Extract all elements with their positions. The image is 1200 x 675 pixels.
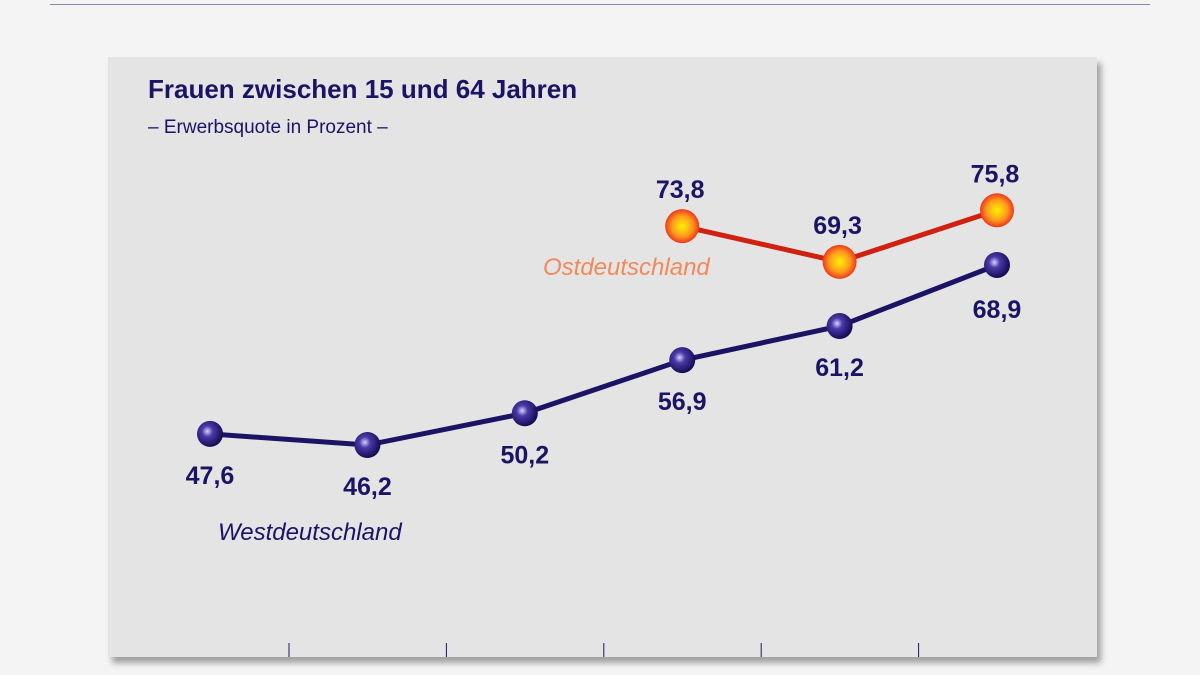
chart-subtitle: – Erwerbsquote in Prozent – xyxy=(148,117,388,138)
data-point xyxy=(669,347,696,374)
data-label: 75,8 xyxy=(971,160,1020,188)
data-label: 56,9 xyxy=(658,388,707,416)
data-point xyxy=(665,209,700,244)
data-label: 50,2 xyxy=(500,441,549,469)
series-name-ostdeutschland: Ostdeutschland xyxy=(543,254,710,281)
data-point xyxy=(980,193,1014,228)
series-line-westdeutschland xyxy=(209,262,998,448)
data-point xyxy=(511,400,538,427)
data-label: 61,2 xyxy=(815,354,864,382)
data-label: 68,9 xyxy=(973,296,1022,324)
data-point xyxy=(822,244,857,279)
data-label: 47,6 xyxy=(186,462,235,490)
data-point xyxy=(984,251,1010,278)
data-point xyxy=(826,313,853,340)
data-point xyxy=(197,420,223,447)
data-label: 46,2 xyxy=(343,473,392,501)
data-label: 73,8 xyxy=(656,176,705,204)
data-label: 69,3 xyxy=(813,212,862,240)
series-name-westdeutschland: Westdeutschland xyxy=(218,519,402,546)
chart-title: Frauen zwischen 15 und 64 Jahren xyxy=(148,74,578,104)
data-point xyxy=(354,432,381,458)
top-divider xyxy=(50,4,1150,5)
chart-panel xyxy=(108,57,1097,657)
